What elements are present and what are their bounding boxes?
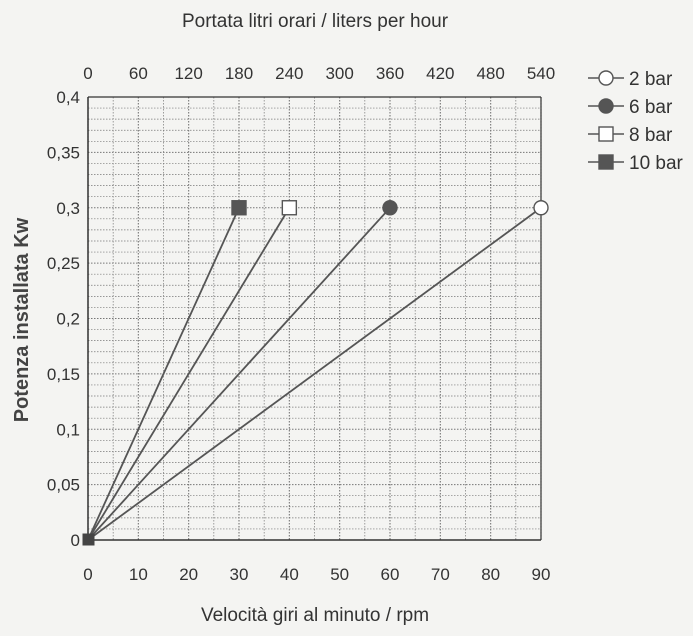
x-tick-label: 30 <box>230 565 249 584</box>
legend-marker <box>598 126 614 142</box>
x-tick-label: 20 <box>179 565 198 584</box>
legend-label: 8 bar <box>629 125 673 146</box>
series-group <box>82 200 549 546</box>
series-end-marker <box>231 200 247 216</box>
legend-marker <box>598 70 614 86</box>
y-tick-label: 0,25 <box>47 254 80 273</box>
y-tick-label: 0,2 <box>56 310 80 329</box>
top-tick-label: 60 <box>129 64 148 83</box>
y-tick-label: 0,3 <box>56 199 80 218</box>
x-tick-label: 40 <box>280 565 299 584</box>
y-tick-label: 0,35 <box>47 143 80 162</box>
top-tick-label: 180 <box>225 64 253 83</box>
tick-labels: 0 10 20 30 40 50 60 70 80 90 0 60 120 180 240 300 360 420… <box>47 64 555 584</box>
x-tick-label: 80 <box>481 565 500 584</box>
series-end-marker <box>382 200 398 216</box>
series-line <box>87 207 542 541</box>
top-tick-label: 480 <box>476 64 504 83</box>
legend-label: 6 bar <box>629 97 673 118</box>
top-tick-label: 540 <box>527 64 555 83</box>
top-tick-label: 420 <box>426 64 454 83</box>
legend-label: 10 bar <box>629 153 684 174</box>
x-tick-label: 60 <box>381 565 400 584</box>
series-line <box>87 207 391 541</box>
x-axis-label: Velocità giri al minuto / rpm <box>201 605 429 626</box>
top-tick-label: 300 <box>325 64 353 83</box>
y-tick-label: 0 <box>71 531 80 550</box>
legend-marker <box>598 154 614 170</box>
grid <box>87 96 542 541</box>
top-tick-label: 0 <box>83 64 92 83</box>
y-axis-label: Potenza installata Kw <box>11 217 33 422</box>
y-tick-label: 0,4 <box>56 88 80 107</box>
chart-title: Portata litri orari / liters per hour <box>182 11 449 32</box>
series-end-marker <box>533 200 549 216</box>
origin-marker <box>82 533 95 546</box>
x-tick-label: 0 <box>83 565 92 584</box>
legend-marker <box>598 98 614 114</box>
series-end-marker <box>281 200 298 216</box>
x-tick-label: 90 <box>532 565 551 584</box>
series-line <box>87 207 291 541</box>
top-tick-label: 360 <box>376 64 404 83</box>
series-line <box>87 207 240 541</box>
top-tick-label: 240 <box>275 64 303 83</box>
top-tick-label: 120 <box>174 64 202 83</box>
y-tick-label: 0,05 <box>47 476 80 495</box>
legend-label: 2 bar <box>629 69 673 90</box>
y-tick-label: 0,1 <box>56 420 80 439</box>
y-tick-label: 0,15 <box>47 365 80 384</box>
x-tick-label: 70 <box>431 565 450 584</box>
x-tick-label: 10 <box>129 565 148 584</box>
legend: 2 bar 6 bar 8 bar 10 bar <box>588 69 684 174</box>
x-tick-label: 50 <box>330 565 349 584</box>
